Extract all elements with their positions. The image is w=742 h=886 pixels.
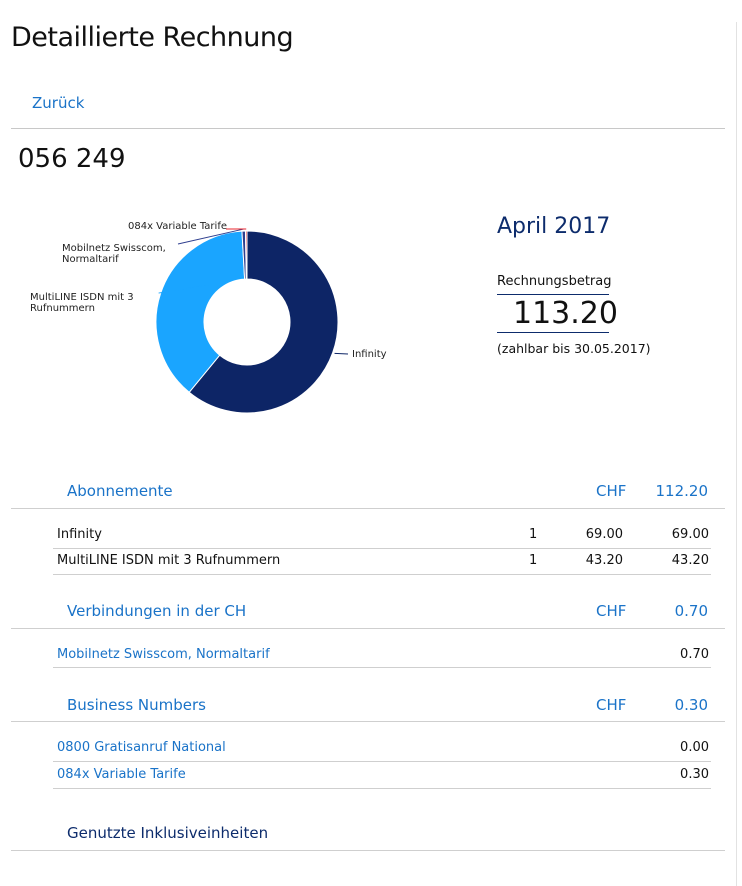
donut-leader-line-1 [158, 283, 215, 294]
row-divider [53, 788, 711, 789]
donut-label-2: Mobilnetz Swisscom, [62, 243, 166, 254]
donut-leader-line-0 [334, 352, 349, 355]
section-divider [11, 850, 725, 851]
donut-slice-1 [155, 230, 246, 393]
donut-label-1: MultiLINE ISDN mit 3 [30, 292, 134, 303]
section-total: 0.30 [674, 696, 708, 714]
donut-slice-0 [188, 230, 339, 414]
back-link[interactable]: Zurück [32, 94, 85, 112]
right-border [736, 22, 737, 886]
donut-label-0: Infinity [352, 349, 387, 360]
line-item-qty: 1 [529, 527, 538, 542]
line-item-label: Infinity [57, 527, 102, 542]
line-item-link[interactable]: Mobilnetz Swisscom, Normaltarif [57, 647, 270, 662]
section-currency: CHF [596, 482, 627, 500]
account-number: 056 249 [18, 144, 126, 174]
line-item-qty: 1 [529, 553, 538, 568]
line-item-amount: 43.20 [671, 553, 709, 568]
section-title-business-numbers: Business Numbers [67, 696, 206, 714]
amount-rule-top [497, 294, 609, 295]
line-item-label: MultiLINE ISDN mit 3 Rufnummern [57, 553, 281, 568]
row-divider [53, 667, 711, 668]
section-currency: CHF [596, 602, 627, 620]
due-date-text: (zahlbar bis 30.05.2017) [497, 341, 651, 356]
amount-rule-bottom [497, 332, 609, 333]
row-divider [53, 548, 711, 549]
section-divider [11, 628, 725, 629]
amount-label: Rechnungsbetrag [497, 274, 612, 289]
donut-label-4: 084x Variable Tarife [128, 221, 227, 232]
line-item-amount: 0.30 [680, 767, 709, 782]
row-divider [53, 574, 711, 575]
section-title-inklusiveinheiten: Genutzte Inklusiveinheiten [67, 824, 269, 842]
header-divider [11, 128, 725, 129]
line-item-amount: 0.00 [680, 740, 709, 755]
line-item-price: 69.00 [585, 527, 623, 542]
section-title-verbindungen: Verbindungen in der CH [67, 602, 247, 620]
cost-donut-chart: Infinity MultiLINE ISDN mit 3 Rufnummern Mo… [0, 200, 470, 440]
section-total: 112.20 [655, 482, 709, 500]
section-divider [11, 721, 725, 722]
line-item-amount: 69.00 [671, 527, 709, 542]
donut-slice-4 [244, 230, 248, 280]
line-item-price: 43.20 [585, 553, 623, 568]
section-total: 0.70 [674, 602, 708, 620]
section-currency: CHF [596, 696, 627, 714]
line-item-link[interactable]: 0800 Gratisanruf National [57, 740, 226, 755]
section-divider [11, 508, 725, 509]
line-item-link[interactable]: 084x Variable Tarife [57, 767, 186, 782]
section-title-abonnemente: Abonnemente [67, 482, 173, 500]
donut-label-1: Rufnummern [30, 303, 95, 314]
donut-leader-line-2 [177, 228, 244, 245]
donut-label-2: Normaltarif [62, 254, 119, 265]
billing-period: April 2017 [497, 214, 611, 239]
page-title: Detaillierte Rechnung [11, 22, 294, 53]
row-divider [53, 761, 711, 762]
invoice-amount: 113.20 [513, 296, 618, 331]
line-item-amount: 0.70 [680, 647, 709, 662]
